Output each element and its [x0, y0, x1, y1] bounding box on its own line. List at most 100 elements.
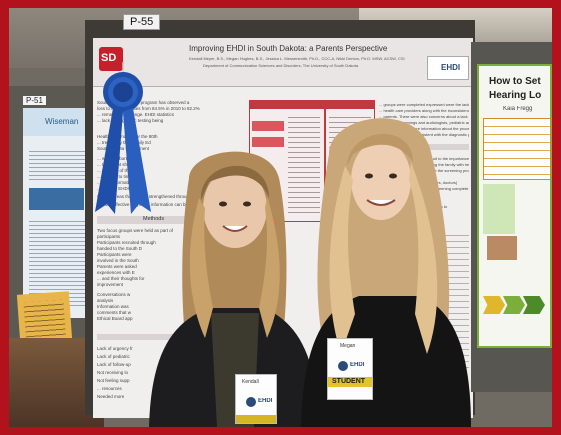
results-band [97, 334, 213, 340]
right-poster-arrow-3 [523, 296, 545, 314]
right-line-1: ... groups were completed expressed were… [379, 102, 469, 107]
person-left-hair-front [200, 165, 269, 200]
blue-ribbon-award [95, 62, 151, 214]
right-poster-green-box [483, 184, 515, 234]
ribbon-tail-right [123, 108, 151, 214]
methods-line-14: comments that w [97, 310, 132, 315]
methods-line-1: Two focus groups were held as part of [97, 228, 174, 233]
left-board-tag: P-51 [23, 96, 46, 105]
board-tag: P-55 [123, 14, 161, 30]
methods-line-10: improvement [97, 282, 124, 287]
methods-line-6: involved in the South [97, 258, 139, 263]
methods-line-4: handed to the South D [97, 246, 143, 251]
ribbon-tail-left [95, 108, 123, 214]
bottom-line-6: ... resources [97, 386, 122, 391]
methods-line-15: Ethical Board app [97, 316, 133, 321]
person-left-eye-l [219, 201, 227, 207]
table-header-row [250, 101, 324, 109]
methods-line-3: Participants recruited through [97, 240, 156, 245]
methods-line-8: experiences with E [97, 270, 135, 275]
methods-heading-band [97, 216, 213, 224]
conference-photo: Wiseman P-51 P-55 SD Improving EHDI in S… [9, 8, 552, 427]
ehdi-logo-text: EHDI [441, 63, 461, 72]
left-line-10: Identify areas that can be strengthened … [97, 194, 213, 199]
left-line-3: South Dakota Department [97, 146, 150, 151]
person-right-hair-side-l [329, 166, 355, 354]
right-poster-title-2: Hearing Lo [489, 90, 542, 101]
right-line-4: ... hearing screenings and audiologists,… [379, 120, 469, 125]
person-right [301, 118, 471, 427]
ehdi-logo: EHDI [427, 56, 469, 80]
ribbon-rosette [103, 72, 143, 112]
right-poster-arrow-2 [503, 296, 525, 314]
left-name-badge: Kendall EHDI [235, 374, 277, 424]
right-badge-name: Megan [340, 343, 356, 349]
university-logo-text: SD [101, 52, 117, 64]
table-red-cell-2 [252, 137, 284, 147]
poster-title: Improving EHDI in South Dakota: a Parent… [189, 44, 388, 53]
bottom-line-2: Lack of pediatric [97, 354, 130, 359]
table2-header-row [326, 101, 374, 109]
person-right-eye-r [389, 173, 397, 179]
person-left-smile [222, 225, 248, 232]
left-line-2: ... treated by the Family Ed [97, 140, 151, 145]
person-right-eye-l [365, 173, 373, 179]
left-badge-name: Kendall [242, 379, 259, 385]
right-line-6: ... clearer and more consistent with the… [379, 132, 469, 137]
right-poster-photo [487, 236, 517, 260]
bottom-line-4: Not receiving lo [97, 370, 129, 375]
person-left-face [203, 168, 267, 248]
right-poster-table [483, 118, 551, 180]
right-poster-arrow-1 [483, 296, 505, 314]
intro-line-3: ... remains a challenge. EHDI statistics [97, 112, 175, 117]
person-left-eye-r [243, 201, 251, 207]
person-right-hair-front [347, 133, 413, 166]
right-poster: How to Set Hearing Lo Kaia Fregg [477, 64, 552, 348]
left-poster: Wiseman [23, 108, 91, 318]
left-line-11: Identify effective ways that information… [97, 202, 213, 207]
bottom-line-5: Not feeling supp [97, 378, 130, 383]
methods-line-12: analysis [97, 298, 114, 303]
person-left-hair-side-l [189, 198, 213, 338]
left-poster-photo [29, 188, 84, 210]
intro-line-1: South Dakota's EHDI program has observed… [97, 100, 190, 105]
methods-line-9: ... and their thoughts for [97, 276, 145, 281]
methods-line-7: Parents were asked [97, 264, 137, 269]
right-line-5: ... suggested that more information abou… [379, 126, 469, 131]
left-badge-stripe [236, 415, 276, 423]
right-poster-title-1: How to Set [489, 76, 541, 87]
left-poster-text-block [29, 148, 85, 180]
left-line-7: ... barriers to timely follo [97, 174, 145, 179]
methods-line-11: Conversations w [97, 292, 131, 297]
right-name-badge: Megan EHDI STUDENT [327, 338, 373, 400]
table-red-cell-1 [252, 121, 284, 131]
person-right-smile [366, 199, 396, 206]
methods-heading: Methods [143, 216, 165, 222]
table-text-lines [288, 113, 320, 213]
poster-department: Department of Communication Sciences and… [203, 63, 359, 68]
methods-line-2: participants [97, 234, 121, 239]
left-poster-logo: Wiseman [45, 117, 79, 126]
intro-line-2: loss to follow-up rates from 84.5% in 20… [97, 106, 200, 111]
main-poster-header [93, 38, 473, 87]
right-badge-logo: EHDI [350, 362, 365, 368]
right-poster-author: Kaia Fregg [503, 106, 533, 112]
methods-line-13: Information was [97, 304, 129, 309]
right-badge-stripe: STUDENT [328, 377, 372, 387]
left-poster-header [23, 108, 91, 136]
university-logo: SD [99, 47, 123, 71]
left-badge-logo: EHDI [258, 398, 273, 404]
right-badge-student: STUDENT [332, 378, 366, 385]
left-line-8: ... how information can b [97, 180, 147, 185]
methods-line-5: Participants were [97, 252, 132, 257]
person-right-face [351, 140, 411, 220]
person-right-hair-side-r [409, 162, 438, 354]
right-badge-logo-icon [338, 361, 348, 371]
person-left-hair-side-r [259, 196, 280, 338]
bottom-line-3: Lack of follow-up [97, 362, 131, 367]
right-line-2: ... health care providers along with the… [379, 108, 469, 113]
left-badge-logo-icon [246, 397, 256, 407]
bottom-line-7: Needed more [97, 394, 125, 399]
bottom-line-1: Lack of urgency fr [97, 346, 133, 351]
